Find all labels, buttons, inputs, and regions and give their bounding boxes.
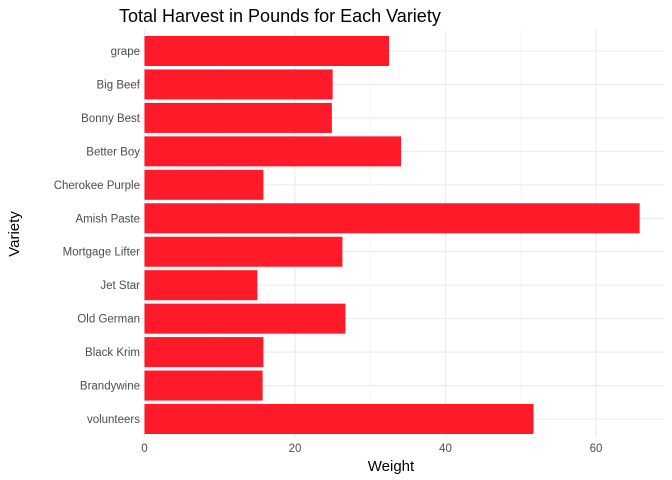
y-tick-label: Cherokee Purple <box>54 180 140 192</box>
y-tick-label: Mortgage Lifter <box>63 247 141 259</box>
y-tick-label: Old German <box>77 314 140 326</box>
bar <box>144 370 263 401</box>
y-tick-label: Bonny Best <box>81 113 141 125</box>
y-tick-label: Big Beef <box>97 79 141 91</box>
bar <box>144 169 264 200</box>
y-tick-label: Brandywine <box>80 381 140 393</box>
bar <box>144 303 346 334</box>
y-tick-label: Better Boy <box>86 146 140 158</box>
chart-title: Total Harvest in Pounds for Each Variety <box>119 6 441 26</box>
bar <box>144 236 343 267</box>
bar <box>144 404 534 434</box>
bar <box>144 203 640 234</box>
bars <box>144 36 640 434</box>
bar <box>144 102 332 133</box>
x-axis-title: Weight <box>368 458 415 475</box>
bar <box>144 337 264 368</box>
y-tick-label: grape <box>111 46 140 58</box>
bar <box>144 136 402 167</box>
x-tick-label: 20 <box>289 443 302 455</box>
bar <box>144 270 258 301</box>
x-tick-labels: 0 20 40 60 <box>141 443 602 455</box>
y-tick-label: volunteers <box>87 414 140 426</box>
x-tick-label: 60 <box>590 443 603 455</box>
y-tick-label: Black Krim <box>85 347 140 359</box>
y-axis-title: Variety <box>6 211 23 257</box>
x-tick-label: 40 <box>439 443 452 455</box>
bar <box>144 69 333 100</box>
y-tick-label: Amish Paste <box>75 213 140 225</box>
bar <box>144 36 390 66</box>
y-tick-labels: grape Big Beef Bonny Best Better Boy Cheroke… <box>54 46 141 426</box>
y-tick-label: Jet Star <box>100 280 140 292</box>
x-tick-label: 0 <box>141 443 147 455</box>
